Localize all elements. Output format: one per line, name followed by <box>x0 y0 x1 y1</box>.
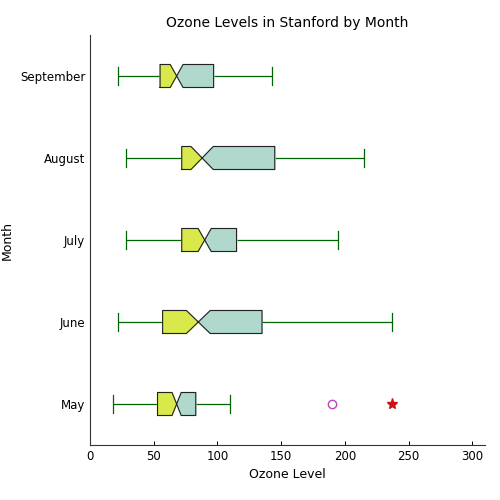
X-axis label: Ozone Level: Ozone Level <box>249 468 326 481</box>
Polygon shape <box>160 64 176 88</box>
Polygon shape <box>204 228 236 252</box>
Polygon shape <box>176 64 214 88</box>
Polygon shape <box>182 228 204 252</box>
Title: Ozone Levels in Stanford by Month: Ozone Levels in Stanford by Month <box>166 16 408 30</box>
Polygon shape <box>158 392 176 415</box>
Polygon shape <box>198 310 262 334</box>
Y-axis label: Month: Month <box>1 220 14 260</box>
Polygon shape <box>202 146 275 170</box>
Polygon shape <box>162 310 198 334</box>
Polygon shape <box>176 392 196 415</box>
Polygon shape <box>182 146 202 170</box>
